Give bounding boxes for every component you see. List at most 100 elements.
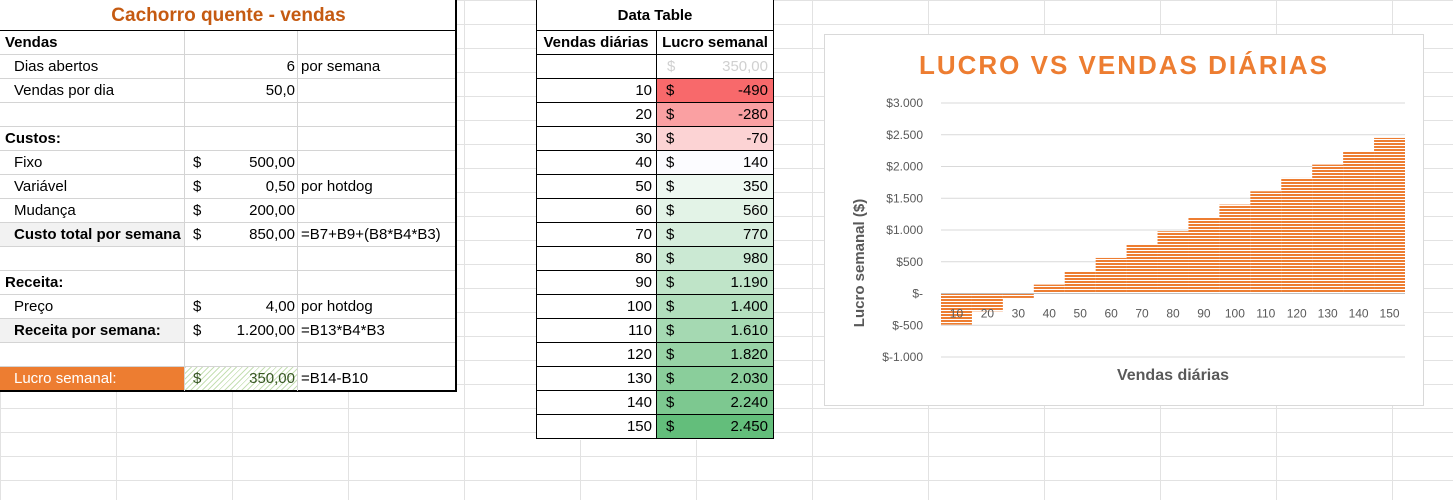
lucro-semanal-value[interactable]: 770 bbox=[742, 226, 768, 243]
lucro-currency: $ bbox=[666, 418, 675, 435]
note-dias-abertos[interactable]: por semana bbox=[301, 58, 381, 75]
section-receita[interactable]: Receita: bbox=[5, 274, 64, 291]
header-vendas-diarias[interactable]: Vendas diárias bbox=[543, 34, 649, 51]
section-custos[interactable]: Custos: bbox=[5, 130, 61, 147]
value-vendas-dia[interactable]: 50,0 bbox=[265, 82, 295, 99]
lucro-cell-bg bbox=[657, 391, 773, 415]
label-lucro-semanal[interactable]: Lucro semanal: bbox=[14, 370, 117, 387]
lucro-semanal-value[interactable]: 980 bbox=[742, 250, 768, 267]
chart-bar[interactable] bbox=[1033, 284, 1065, 294]
lucro-currency: $ bbox=[666, 298, 675, 315]
note-preco[interactable]: por hotdog bbox=[301, 298, 373, 315]
chart-x-axis-label: Vendas diárias bbox=[1117, 367, 1229, 384]
note-variavel[interactable]: por hotdog bbox=[301, 178, 373, 195]
lucro-semanal-value[interactable]: -490 bbox=[737, 82, 768, 99]
lucro-cell-bg bbox=[657, 271, 773, 295]
chart-x-tick-label: 30 bbox=[1012, 307, 1026, 321]
value-mudanca[interactable]: 200,00 bbox=[249, 202, 295, 219]
lucro-cell-bg bbox=[657, 415, 773, 439]
lucro-semanal-value[interactable]: -70 bbox=[746, 130, 768, 147]
chart-x-tick-label: 80 bbox=[1166, 307, 1180, 321]
chart-bar[interactable] bbox=[1002, 293, 1034, 298]
vendas-diarias-value[interactable]: 140 bbox=[626, 394, 652, 411]
vendas-diarias-value[interactable]: 50 bbox=[635, 178, 652, 195]
cur-preco: $ bbox=[193, 298, 202, 315]
lucro-semanal-value[interactable]: 1.820 bbox=[730, 346, 768, 363]
cur-receita-semana: $ bbox=[193, 322, 202, 339]
lucro-cell-bg bbox=[657, 175, 773, 199]
lucro-semanal-value[interactable]: -280 bbox=[737, 106, 768, 123]
vendas-diarias-value[interactable]: 120 bbox=[626, 346, 652, 363]
value-fixo[interactable]: 500,00 bbox=[249, 154, 295, 171]
label-preco[interactable]: Preço bbox=[14, 298, 54, 315]
chart-y-tick-label: $- bbox=[912, 287, 923, 301]
value-variavel[interactable]: 0,50 bbox=[265, 178, 295, 195]
lucro-semanal-value[interactable]: 1.610 bbox=[730, 322, 768, 339]
chart-bar[interactable] bbox=[1343, 151, 1375, 294]
chart-y-tick-label: $1.000 bbox=[886, 223, 923, 237]
vendas-diarias-value[interactable]: 110 bbox=[628, 322, 652, 339]
first-row-value[interactable]: 350,00 bbox=[722, 58, 768, 75]
vendas-diarias-value[interactable]: 130 bbox=[626, 370, 652, 387]
note-lucro-semanal[interactable]: =B14-B10 bbox=[301, 370, 369, 387]
chart-bar[interactable] bbox=[1126, 244, 1158, 294]
vendas-diarias-value[interactable]: 100 bbox=[626, 298, 652, 315]
vendas-diarias-value[interactable]: 30 bbox=[635, 130, 652, 147]
vendas-diarias-value[interactable]: 80 bbox=[635, 250, 652, 267]
chart-bar[interactable] bbox=[1312, 164, 1344, 294]
vendas-diarias-value[interactable]: 10 bbox=[635, 82, 652, 99]
lucro-currency: $ bbox=[666, 106, 675, 123]
vendas-diarias-value[interactable]: 20 bbox=[635, 106, 652, 123]
profit-chart[interactable]: LUCRO VS VENDAS DIÁRIAS Lucro semanal ($… bbox=[824, 34, 1424, 406]
label-mudanca[interactable]: Mudança bbox=[14, 202, 76, 219]
lucro-cell-bg bbox=[657, 79, 773, 103]
chart-bar[interactable] bbox=[1374, 137, 1405, 294]
lucro-semanal-value[interactable]: 1.400 bbox=[730, 298, 768, 315]
label-receita-semana[interactable]: Receita por semana: bbox=[14, 322, 161, 339]
lucro-semanal-value[interactable]: 560 bbox=[742, 202, 768, 219]
lucro-cell-bg bbox=[657, 151, 773, 175]
note-custo-total[interactable]: =B7+B9+(B8*B4*B3) bbox=[301, 226, 441, 243]
chart-x-tick-label: 140 bbox=[1349, 307, 1369, 321]
value-dias-abertos[interactable]: 6 bbox=[286, 58, 295, 75]
lucro-semanal-value[interactable]: 2.030 bbox=[730, 370, 768, 387]
section-vendas[interactable]: Vendas bbox=[5, 34, 58, 51]
header-lucro-semanal[interactable]: Lucro semanal bbox=[662, 34, 768, 51]
lucro-semanal-value[interactable]: 140 bbox=[742, 154, 768, 171]
lucro-semanal-value[interactable]: 2.450 bbox=[730, 418, 768, 435]
label-dias-abertos[interactable]: Dias abertos bbox=[14, 58, 99, 75]
chart-bar[interactable] bbox=[1250, 191, 1282, 294]
vendas-diarias-value[interactable]: 90 bbox=[635, 274, 652, 291]
chart-x-tick-label: 70 bbox=[1135, 307, 1149, 321]
vendas-diarias-value[interactable]: 70 bbox=[635, 226, 652, 243]
chart-bar[interactable] bbox=[1219, 204, 1251, 294]
chart-bar[interactable] bbox=[1157, 231, 1189, 294]
vendas-diarias-value[interactable]: 60 bbox=[635, 202, 652, 219]
label-vendas-dia[interactable]: Vendas por dia bbox=[14, 82, 115, 99]
lucro-semanal-value[interactable]: 350 bbox=[742, 178, 768, 195]
lucro-semanal-value[interactable]: 2.240 bbox=[730, 394, 768, 411]
value-receita-semana[interactable]: 1.200,00 bbox=[236, 322, 295, 339]
label-fixo[interactable]: Fixo bbox=[14, 154, 43, 171]
chart-bar[interactable] bbox=[1188, 217, 1220, 294]
chart-bar[interactable] bbox=[941, 293, 972, 325]
label-custo-total[interactable]: Custo total por semana bbox=[14, 226, 181, 243]
chart-bar[interactable] bbox=[1064, 271, 1096, 294]
model-border-top bbox=[0, 30, 457, 31]
chart-bar[interactable] bbox=[971, 293, 1003, 312]
data-table-title[interactable]: Data Table bbox=[617, 7, 693, 24]
vendas-diarias-value[interactable]: 40 bbox=[635, 154, 652, 171]
chart-x-tick-label: 130 bbox=[1318, 307, 1338, 321]
lucro-semanal-value[interactable]: 1.190 bbox=[730, 274, 768, 291]
lucro-currency: $ bbox=[666, 202, 675, 219]
lucro-cell-bg bbox=[657, 367, 773, 391]
note-receita-semana[interactable]: =B13*B4*B3 bbox=[301, 322, 385, 339]
vendas-diarias-value[interactable]: 150 bbox=[626, 418, 652, 435]
chart-bar[interactable] bbox=[1095, 257, 1127, 294]
value-custo-total[interactable]: 850,00 bbox=[249, 226, 295, 243]
chart-bar[interactable] bbox=[1281, 177, 1313, 294]
lucro-currency: $ bbox=[666, 346, 675, 363]
label-variavel[interactable]: Variável bbox=[14, 178, 68, 195]
value-lucro-semanal[interactable]: 350,00 bbox=[249, 370, 295, 387]
value-preco[interactable]: 4,00 bbox=[265, 298, 295, 315]
